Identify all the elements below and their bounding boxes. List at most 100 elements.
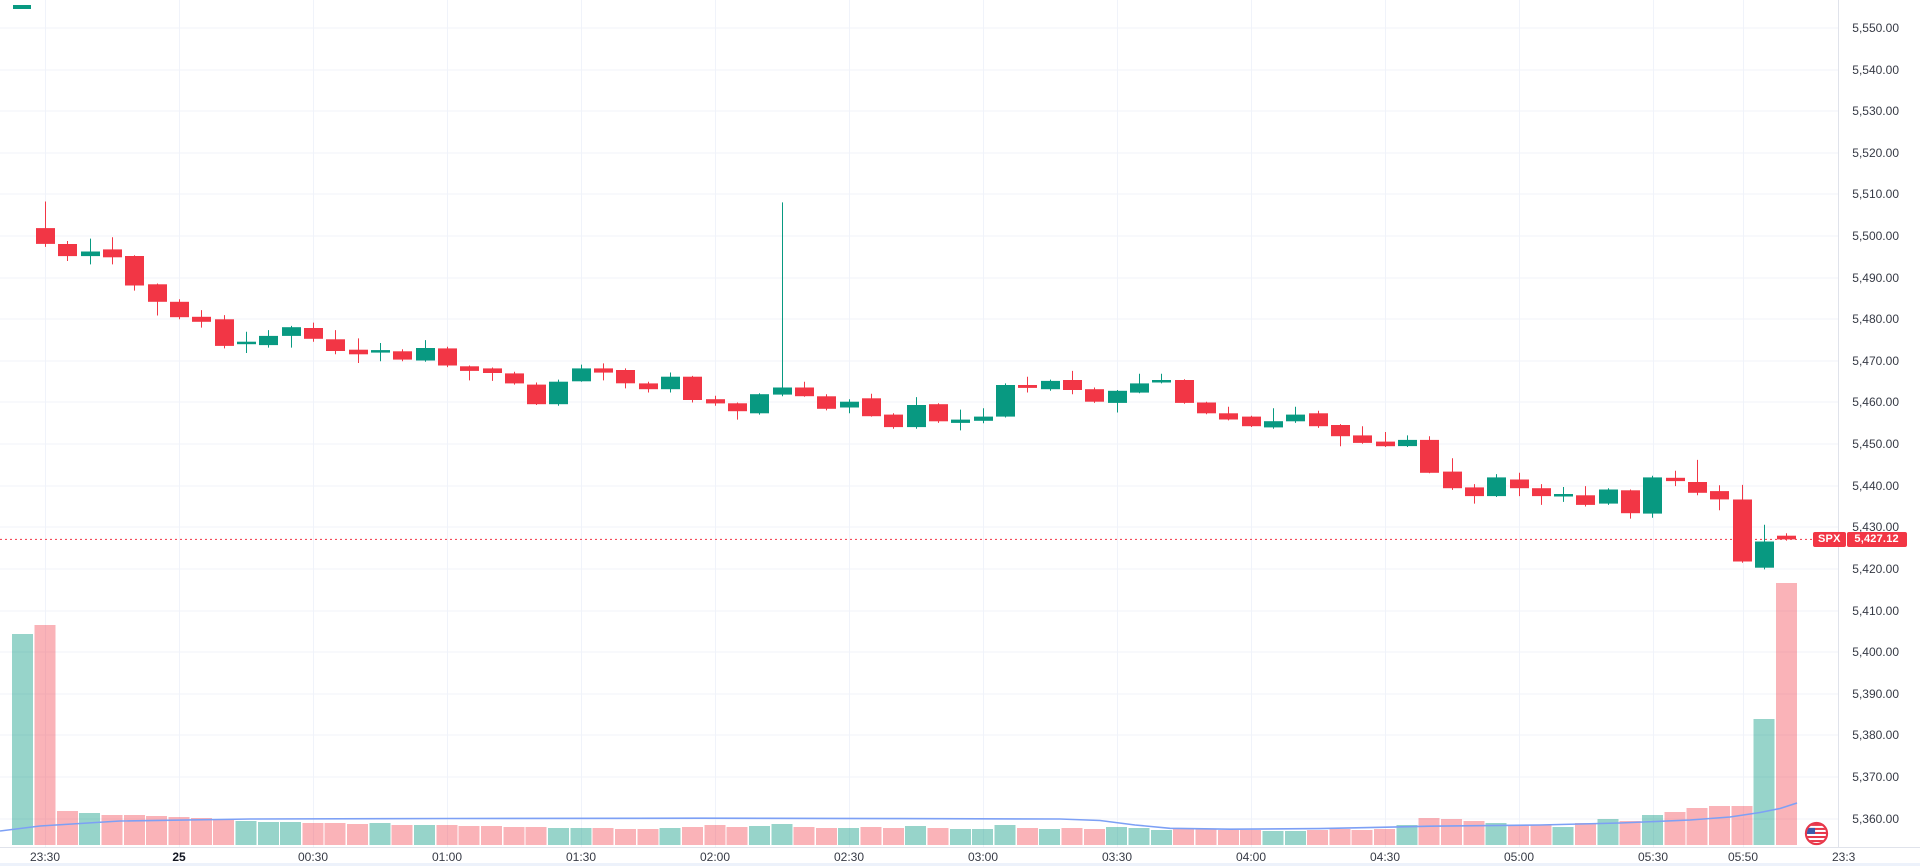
volume-bar: [1329, 829, 1351, 845]
volume-bar: [1351, 830, 1373, 845]
last-price-tag: SPX 5,427.12: [1813, 532, 1907, 547]
volume-bar: [12, 634, 34, 845]
volume-bar: [1530, 825, 1552, 845]
candle-body: [750, 394, 769, 414]
volume-bar: [1374, 829, 1396, 845]
volume-bar: [1150, 830, 1172, 845]
volume-bar: [1173, 828, 1195, 845]
volume-bar: [1709, 806, 1730, 845]
volume-bar: [1284, 831, 1306, 845]
candle-body: [1465, 487, 1484, 497]
time-axis[interactable]: 23:30 25 00:30 01:00 01:30 02:00 02:30 03:00 03:…: [0, 847, 1920, 866]
candle-body: [616, 370, 635, 384]
volume-ma-line: [0, 802, 1798, 832]
price-axis-label: 5,540.00: [1852, 62, 1899, 77]
time-axis-label: 05:00: [1503, 850, 1535, 864]
volume-bar: [1463, 821, 1485, 845]
candle-body: [1532, 488, 1551, 497]
candle-body: [1264, 421, 1283, 428]
candle-body: [527, 384, 546, 405]
bottom-edge-strip: [0, 863, 1920, 866]
volume-bar: [793, 827, 815, 845]
volume-bar: [1597, 819, 1619, 845]
volume-bar: [1061, 828, 1083, 845]
volume-bar: [1106, 827, 1128, 845]
volume-bar: [369, 823, 391, 845]
volume-bar: [324, 823, 346, 845]
candle-body: [192, 316, 211, 322]
volume-bar: [659, 828, 681, 845]
candle-body: [974, 416, 993, 421]
time-axis-label: 00:30: [297, 850, 329, 864]
chart-surface[interactable]: [0, 0, 1838, 866]
volume-bar: [1575, 823, 1596, 845]
candle-body: [862, 398, 881, 417]
candle-body: [1510, 479, 1529, 489]
volume-bar: [1485, 823, 1507, 845]
volume-bar: [56, 811, 78, 845]
volume-bar: [1753, 719, 1775, 845]
candle-body: [1130, 383, 1149, 393]
volume-bar: [1128, 828, 1150, 845]
candle-body: [103, 249, 122, 258]
volume-bar: [1217, 830, 1239, 845]
candle-body: [416, 348, 435, 361]
volume-bar: [1240, 830, 1262, 845]
us-flag-icon[interactable]: [1804, 821, 1829, 846]
candle-body: [259, 335, 278, 346]
volume-bar: [1195, 829, 1217, 845]
candle-body: [549, 381, 568, 405]
volume-bar: [213, 819, 235, 845]
time-axis-label: 03:30: [1101, 850, 1133, 864]
volume-bar: [525, 827, 547, 845]
candle-body: [683, 376, 702, 400]
candle-body: [1443, 471, 1462, 489]
volume-bar: [1686, 808, 1708, 845]
volume-bar: [235, 821, 257, 845]
candle-body: [1755, 541, 1774, 568]
price-axis[interactable]: 5,550.00 5,540.00 5,530.00 5,520.00 5,510.00…: [1838, 0, 1920, 847]
volume-bar: [927, 828, 949, 845]
price-axis-label: 5,430.00: [1852, 520, 1899, 535]
candle-body: [1420, 439, 1439, 473]
volume-bar: [860, 827, 882, 845]
candle-body: [1688, 482, 1707, 493]
time-axis-label: 03:00: [967, 850, 999, 864]
candle-body: [1018, 385, 1037, 388]
time-axis-label: 01:30: [565, 850, 597, 864]
volume-bar: [257, 822, 279, 845]
volume-bar: [1016, 828, 1038, 845]
candle-body: [1063, 380, 1082, 390]
candle-body: [795, 387, 814, 397]
price-axis-label: 5,400.00: [1852, 645, 1899, 660]
candle-body: [282, 327, 301, 336]
volume-bar: [302, 823, 324, 845]
volume-bar: [905, 826, 927, 845]
time-axis-label: 23:3: [1832, 850, 1856, 864]
candle-body: [1599, 489, 1618, 504]
candle-body: [170, 301, 189, 318]
candle-body: [58, 244, 77, 257]
time-axis-label: 05:30: [1637, 850, 1669, 864]
time-axis-label: 05:50: [1727, 850, 1759, 864]
candle-body: [1175, 380, 1194, 403]
volume-bar: [704, 825, 726, 845]
volume-bar: [815, 828, 837, 845]
volume-bar: [34, 625, 56, 845]
volume-bar: [838, 828, 860, 845]
candle-body: [1286, 414, 1305, 422]
volume-bar: [1619, 821, 1641, 845]
candle-body: [594, 368, 613, 373]
candle-body: [773, 387, 792, 395]
volume-bar: [101, 815, 123, 845]
volume-bar: [748, 826, 770, 845]
candle-body: [304, 328, 323, 339]
volume-bar: [79, 813, 101, 845]
candle-body: [81, 251, 100, 257]
price-axis-label: 5,500.00: [1852, 229, 1899, 244]
candle-body: [1331, 425, 1350, 437]
candle-body: [1041, 380, 1060, 390]
candle-body: [460, 366, 479, 371]
candle-body: [996, 385, 1015, 417]
candle-body: [505, 373, 524, 384]
